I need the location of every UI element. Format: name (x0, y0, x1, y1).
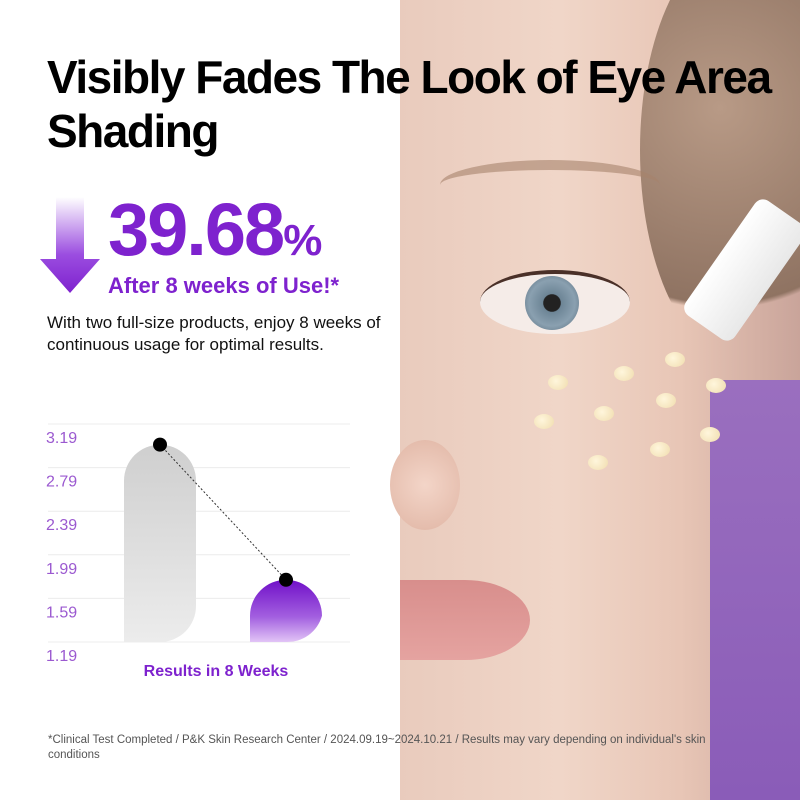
eye (480, 270, 630, 334)
data-point (279, 572, 293, 587)
y-tick-label: 2.39 (46, 517, 77, 534)
cream-dot (588, 455, 608, 470)
cream-dot (650, 442, 670, 457)
cream-dot (548, 375, 568, 390)
lips (400, 580, 530, 660)
footnote: *Clinical Test Completed / P&K Skin Rese… (48, 734, 706, 761)
y-tick-label: 3.19 (46, 430, 77, 447)
headline: Visibly Fades The Look of Eye Area Shadi… (47, 51, 772, 157)
results-chart: 3.19 2.79 2.39 1.99 1.59 1.19 Results in 8 We… (46, 423, 350, 680)
stat-caption: After 8 weeks of Use!* (108, 273, 340, 298)
nose (390, 440, 460, 530)
stat-value: 39.68% (108, 190, 322, 281)
model-face-photo (400, 0, 800, 800)
description: With two full-size products, enjoy 8 wee… (47, 313, 381, 354)
x-axis-label: Results in 8 Weeks (144, 663, 289, 680)
cream-dot (665, 352, 685, 367)
cream-dot (534, 414, 554, 429)
connector-line (159, 444, 287, 581)
data-point (153, 437, 167, 452)
down-arrow-icon (40, 197, 100, 293)
y-tick-label: 1.99 (46, 561, 77, 578)
cream-dot (594, 406, 614, 421)
stat-number: 39.68 (108, 188, 285, 271)
y-tick-label: 1.59 (46, 604, 77, 621)
stat-unit: % (283, 216, 323, 265)
cream-dot (700, 427, 720, 442)
bar-before (124, 444, 196, 642)
cream-dot (614, 366, 634, 381)
cream-dot (656, 393, 676, 408)
y-tick-label: 1.19 (46, 648, 77, 665)
cream-dot (706, 378, 726, 393)
bar-after (250, 579, 322, 643)
purple-background (710, 380, 800, 800)
iris (525, 276, 579, 330)
eyebrow (440, 160, 660, 210)
y-tick-label: 2.79 (46, 474, 77, 491)
